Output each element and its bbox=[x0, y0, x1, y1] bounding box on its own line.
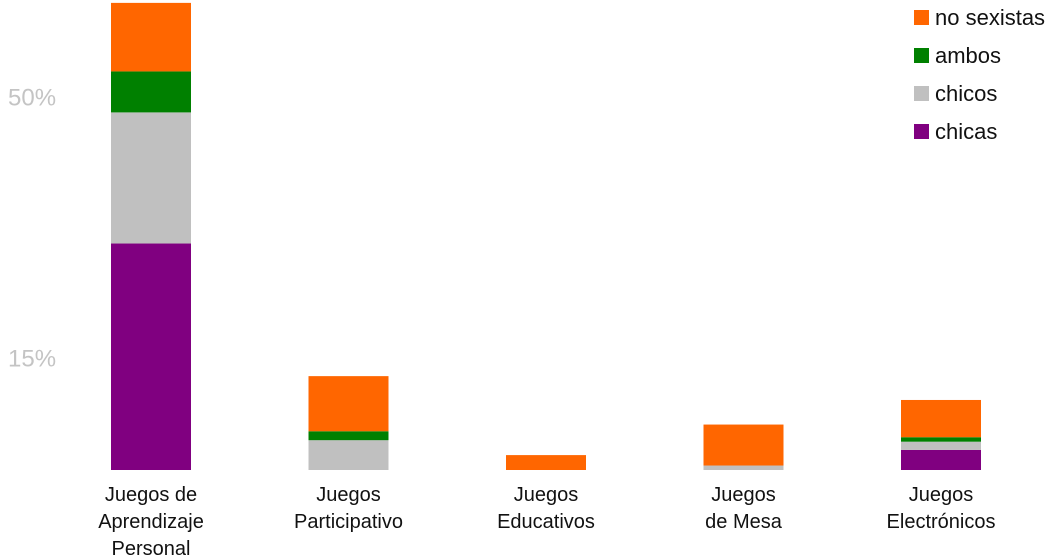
x-category-label-2-line-0: Juegos bbox=[514, 484, 579, 506]
x-category-label-0-line-2: Personal bbox=[112, 538, 191, 558]
legend-label-no-sexistas: no sexistas bbox=[935, 5, 1045, 30]
bar-segment-ambos-1 bbox=[308, 431, 389, 441]
y-tick-label-15pct: 15% bbox=[8, 345, 56, 372]
x-category-label-4-line-0: Juegos bbox=[909, 484, 974, 506]
x-axis-labels: Juegos de Aprendizaje Personal Juegos Partic… bbox=[98, 484, 995, 558]
legend-label-ambos: ambos bbox=[935, 43, 1001, 68]
bar-segment-chicas-4 bbox=[901, 449, 981, 470]
y-axis-ticks: 15% 50% bbox=[8, 85, 56, 373]
legend-label-chicos: chicos bbox=[935, 81, 997, 106]
legend-swatch-no-sexistas bbox=[914, 10, 929, 25]
bar-segment-ambos-4 bbox=[901, 437, 981, 442]
bar-segment-no-sexistas-1 bbox=[308, 376, 389, 432]
bar-segment-chicas-0 bbox=[111, 243, 191, 470]
bar-segment-chicos-1 bbox=[308, 440, 389, 470]
bar-segment-chicos-0 bbox=[111, 112, 191, 244]
bar-segment-no-sexistas-0 bbox=[111, 2, 191, 72]
legend-label-chicas: chicas bbox=[935, 119, 997, 144]
legend-swatch-ambos bbox=[914, 48, 929, 63]
legend-swatch-chicas bbox=[914, 124, 929, 139]
legend-swatch-chicos bbox=[914, 86, 929, 101]
x-category-label-3-line-0: Juegos bbox=[711, 484, 776, 506]
x-category-label-3-line-1: de Mesa bbox=[705, 511, 783, 533]
bar-segment-no-sexistas-2 bbox=[506, 455, 586, 470]
x-category-label-2-line-1: Educativos bbox=[497, 511, 595, 533]
bar-segment-chicos-4 bbox=[901, 441, 981, 450]
x-category-label-0-line-1: Aprendizaje bbox=[98, 511, 204, 533]
x-category-label-1-line-1: Participativo bbox=[294, 511, 403, 533]
bar-segment-chicos-3 bbox=[703, 465, 784, 470]
y-tick-label-50pct: 50% bbox=[8, 85, 56, 112]
x-category-label-0-line-0: Juegos de bbox=[105, 484, 197, 506]
bar-segment-no-sexistas-3 bbox=[703, 424, 784, 466]
legend: no sexistas ambos chicos chicas bbox=[914, 5, 1045, 144]
x-category-label-1-line-0: Juegos bbox=[316, 484, 381, 506]
bar-segment-ambos-0 bbox=[111, 71, 191, 113]
bar-segment-no-sexistas-4 bbox=[901, 399, 981, 438]
bars bbox=[111, 2, 981, 470]
x-category-label-4-line-1: Electrónicos bbox=[887, 511, 996, 533]
